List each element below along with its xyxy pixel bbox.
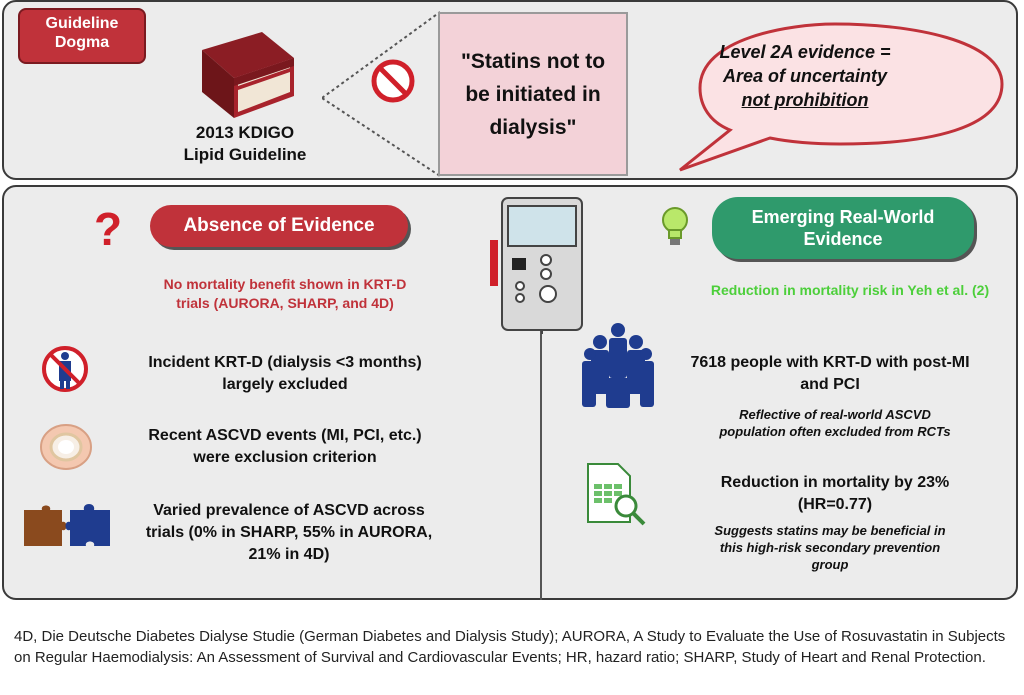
absence-subtitle: No mortality benefit shown in KRT-D tria… bbox=[163, 276, 407, 311]
footnote-abbreviations: 4D, Die Deutsche Diabetes Dialyse Studie… bbox=[14, 628, 1006, 666]
right-item-1: 7618 people with KRT-D with post-MI and … bbox=[690, 354, 970, 393]
right-item-1-sub: Reflective of real-world ASCVD populatio… bbox=[719, 407, 951, 439]
svg-text:?: ? bbox=[94, 205, 122, 255]
real-world-subtitle: Reduction in mortality risk in Yeh et al… bbox=[710, 282, 990, 298]
callout-connector bbox=[322, 11, 441, 177]
bubble-line-3-underlined: not prohibition bbox=[741, 90, 869, 110]
bubble-line-1: Level 2A evidence = bbox=[719, 42, 891, 62]
right-item-2: Reduction in mortality by 23% (HR=0.77) bbox=[720, 474, 950, 513]
no-person-icon bbox=[42, 346, 88, 392]
group-of-people-icon bbox=[582, 323, 654, 408]
question-mark-icon: ? bbox=[94, 205, 122, 255]
center-divider bbox=[540, 300, 542, 600]
dialysis-machine-icon bbox=[490, 197, 583, 334]
bubble-line-2: Area of uncertainty bbox=[722, 66, 888, 86]
speech-bubble bbox=[679, 22, 1004, 172]
left-item-3: Varied prevalence of ASCVD across trials… bbox=[145, 502, 433, 563]
book-label: 2013 KDIGO Lipid Guideline bbox=[183, 123, 307, 164]
right-item-2-sub: Suggests statins may be beneficial in th… bbox=[714, 523, 946, 572]
left-item-1: Incident KRT-D (dialysis <3 months) larg… bbox=[148, 354, 422, 393]
spreadsheet-search-icon bbox=[587, 463, 646, 526]
absence-of-evidence-heading: Absence of Evidence bbox=[150, 205, 408, 247]
artery-icon bbox=[40, 424, 92, 470]
guideline-quote: "Statins not to be initiated in dialysis… bbox=[438, 12, 628, 176]
real-world-evidence-heading: Emerging Real-World Evidence bbox=[712, 197, 974, 259]
no-entry-icon bbox=[371, 59, 415, 103]
book-icon bbox=[202, 32, 294, 118]
bubble-text: Level 2A evidence = Area of uncertainty … bbox=[670, 40, 940, 112]
left-item-2: Recent ASCVD events (MI, PCI, etc.) were… bbox=[148, 427, 422, 466]
lightbulb-icon bbox=[662, 207, 688, 245]
bubble-line-3: not prohibition bbox=[670, 88, 940, 112]
guideline-dogma-tag: Guideline Dogma bbox=[18, 8, 146, 64]
puzzle-icon bbox=[24, 504, 110, 546]
